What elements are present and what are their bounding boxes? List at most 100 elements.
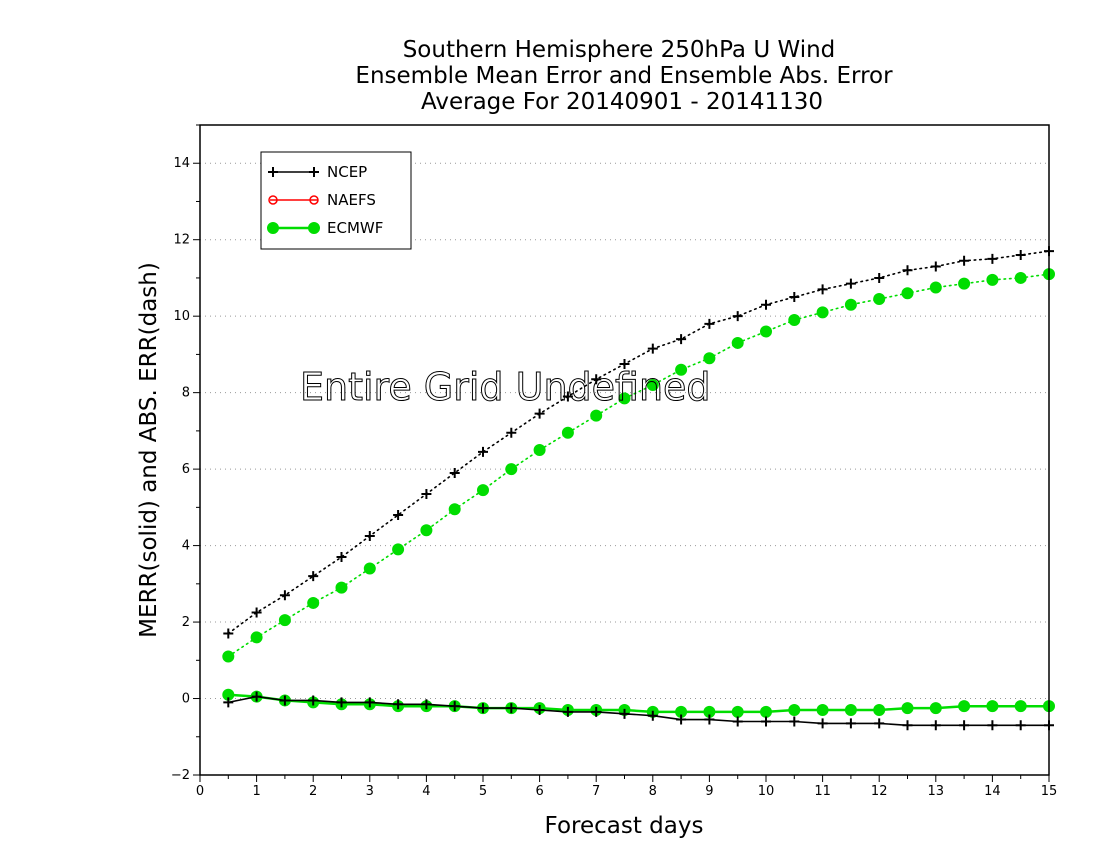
ncep-point (817, 284, 828, 295)
ecmwf-point (901, 702, 914, 715)
ncep-point (393, 699, 404, 710)
naefs-point (309, 195, 319, 205)
ncep-point (364, 697, 375, 708)
ecmwf-point (958, 700, 971, 713)
ncep-point (845, 718, 856, 729)
x-tick-label: 3 (366, 784, 374, 799)
ncep-point (789, 292, 800, 303)
ncep-point (987, 253, 998, 264)
ecmwf-point (788, 314, 801, 326)
x-axis-label: Forecast days (545, 813, 704, 839)
ncep-point (902, 720, 913, 731)
ecmwf-point (760, 705, 772, 718)
ecmwf-point (250, 631, 263, 644)
ncep-point (449, 467, 460, 478)
ncep-point (336, 697, 347, 708)
ecmwf-point (929, 281, 942, 294)
x-tick-label: 0 (196, 784, 204, 799)
ncep-point (987, 720, 998, 731)
ncep-point (817, 718, 828, 729)
ncep-point (449, 701, 460, 712)
ecmwf-point (267, 222, 279, 234)
ncep-point (704, 714, 715, 725)
ncep-point (534, 705, 545, 715)
ecmwf-point (1014, 271, 1027, 284)
ecmwf-point (675, 363, 688, 376)
ncep-point (308, 571, 319, 582)
ncep-point (279, 695, 290, 706)
ecmwf-point (929, 702, 942, 715)
ncep-point (506, 703, 517, 714)
chart-title-line-3: Average For 20140901 - 20141130 (421, 89, 823, 115)
y-tick-label: 4 (182, 539, 190, 554)
ncep-point (393, 510, 404, 520)
y-tick-label: 14 (173, 156, 190, 171)
ncep-point (251, 691, 262, 702)
x-tick-label: 5 (479, 784, 487, 799)
x-tick-label: 13 (928, 784, 945, 799)
x-tick-label: 7 (592, 784, 600, 799)
ncep-point (506, 427, 517, 438)
ncep-point (279, 590, 290, 601)
ncep-point (930, 261, 941, 272)
ecmwf-point (448, 503, 461, 516)
ecmwf-point (816, 306, 829, 319)
ncep-point (251, 607, 262, 618)
x-tick-label: 6 (535, 784, 543, 799)
ecmwf-point (788, 704, 801, 716)
ncep-point (845, 278, 856, 289)
ncep-point (364, 531, 375, 542)
legend: NCEP NAEFS ECMWF (260, 151, 412, 250)
ecmwf-point (873, 704, 886, 716)
ecmwf-point (561, 426, 574, 439)
grid-undefined-annotation: Entire Grid Undefined (300, 365, 711, 409)
ecmwf-point (307, 596, 320, 609)
ecmwf-point (646, 379, 659, 391)
ecmwf-point (618, 392, 631, 405)
x-tick-label: 12 (871, 784, 888, 799)
ncep-point (789, 716, 800, 727)
ecmwf-abs-error-line (227, 273, 1050, 658)
ncep-point (761, 299, 771, 310)
ecmwf-point (505, 463, 518, 476)
y-axis-label: MERR(solid) and ABS. ERR(dash) (136, 262, 162, 638)
ncep-point (223, 628, 234, 639)
y-tick-label: −2 (171, 768, 190, 783)
ncep-point (1015, 250, 1026, 260)
x-tick-label: 9 (705, 784, 713, 799)
legend-label-ecmwf: ECMWF (327, 219, 383, 237)
chart-title-line-1: Southern Hemisphere 250hPa U Wind (403, 37, 836, 63)
ecmwf-point (958, 277, 971, 290)
ncep-point (676, 334, 687, 345)
ecmwf-point (986, 273, 999, 286)
ncep-point (619, 708, 630, 719)
ncep-point (874, 272, 885, 283)
ncep-point (732, 716, 743, 727)
ecmwf-point (335, 581, 348, 594)
ncep-point (902, 265, 913, 276)
ncep-point (309, 167, 319, 177)
x-tick-label: 2 (309, 784, 317, 799)
chart-title-line-2: Ensemble Mean Error and Ensemble Abs. Er… (355, 63, 893, 89)
ncep-point (732, 311, 743, 322)
ncep-point (478, 446, 488, 457)
ncep-point (223, 697, 234, 708)
ncep-abs-error-line (227, 250, 1050, 635)
ncep-point (1015, 720, 1026, 731)
ecmwf-mean-error-line (228, 693, 1049, 714)
ecmwf-point (873, 292, 886, 305)
ecmwf-point (731, 336, 744, 349)
ecmwf-point (477, 484, 489, 497)
ecmwf-point (731, 705, 744, 718)
ecmwf-point (844, 704, 857, 716)
plot-frame (199, 124, 1050, 776)
x-tick-label: 8 (649, 784, 657, 799)
x-tick-label: 14 (984, 784, 1001, 799)
ecmwf-point (901, 287, 914, 300)
ncep-point (704, 318, 715, 329)
ncep-point (562, 706, 573, 717)
x-tick-label: 15 (1041, 784, 1058, 799)
y-tick-label: 2 (182, 615, 190, 630)
ncep-point (619, 358, 630, 369)
